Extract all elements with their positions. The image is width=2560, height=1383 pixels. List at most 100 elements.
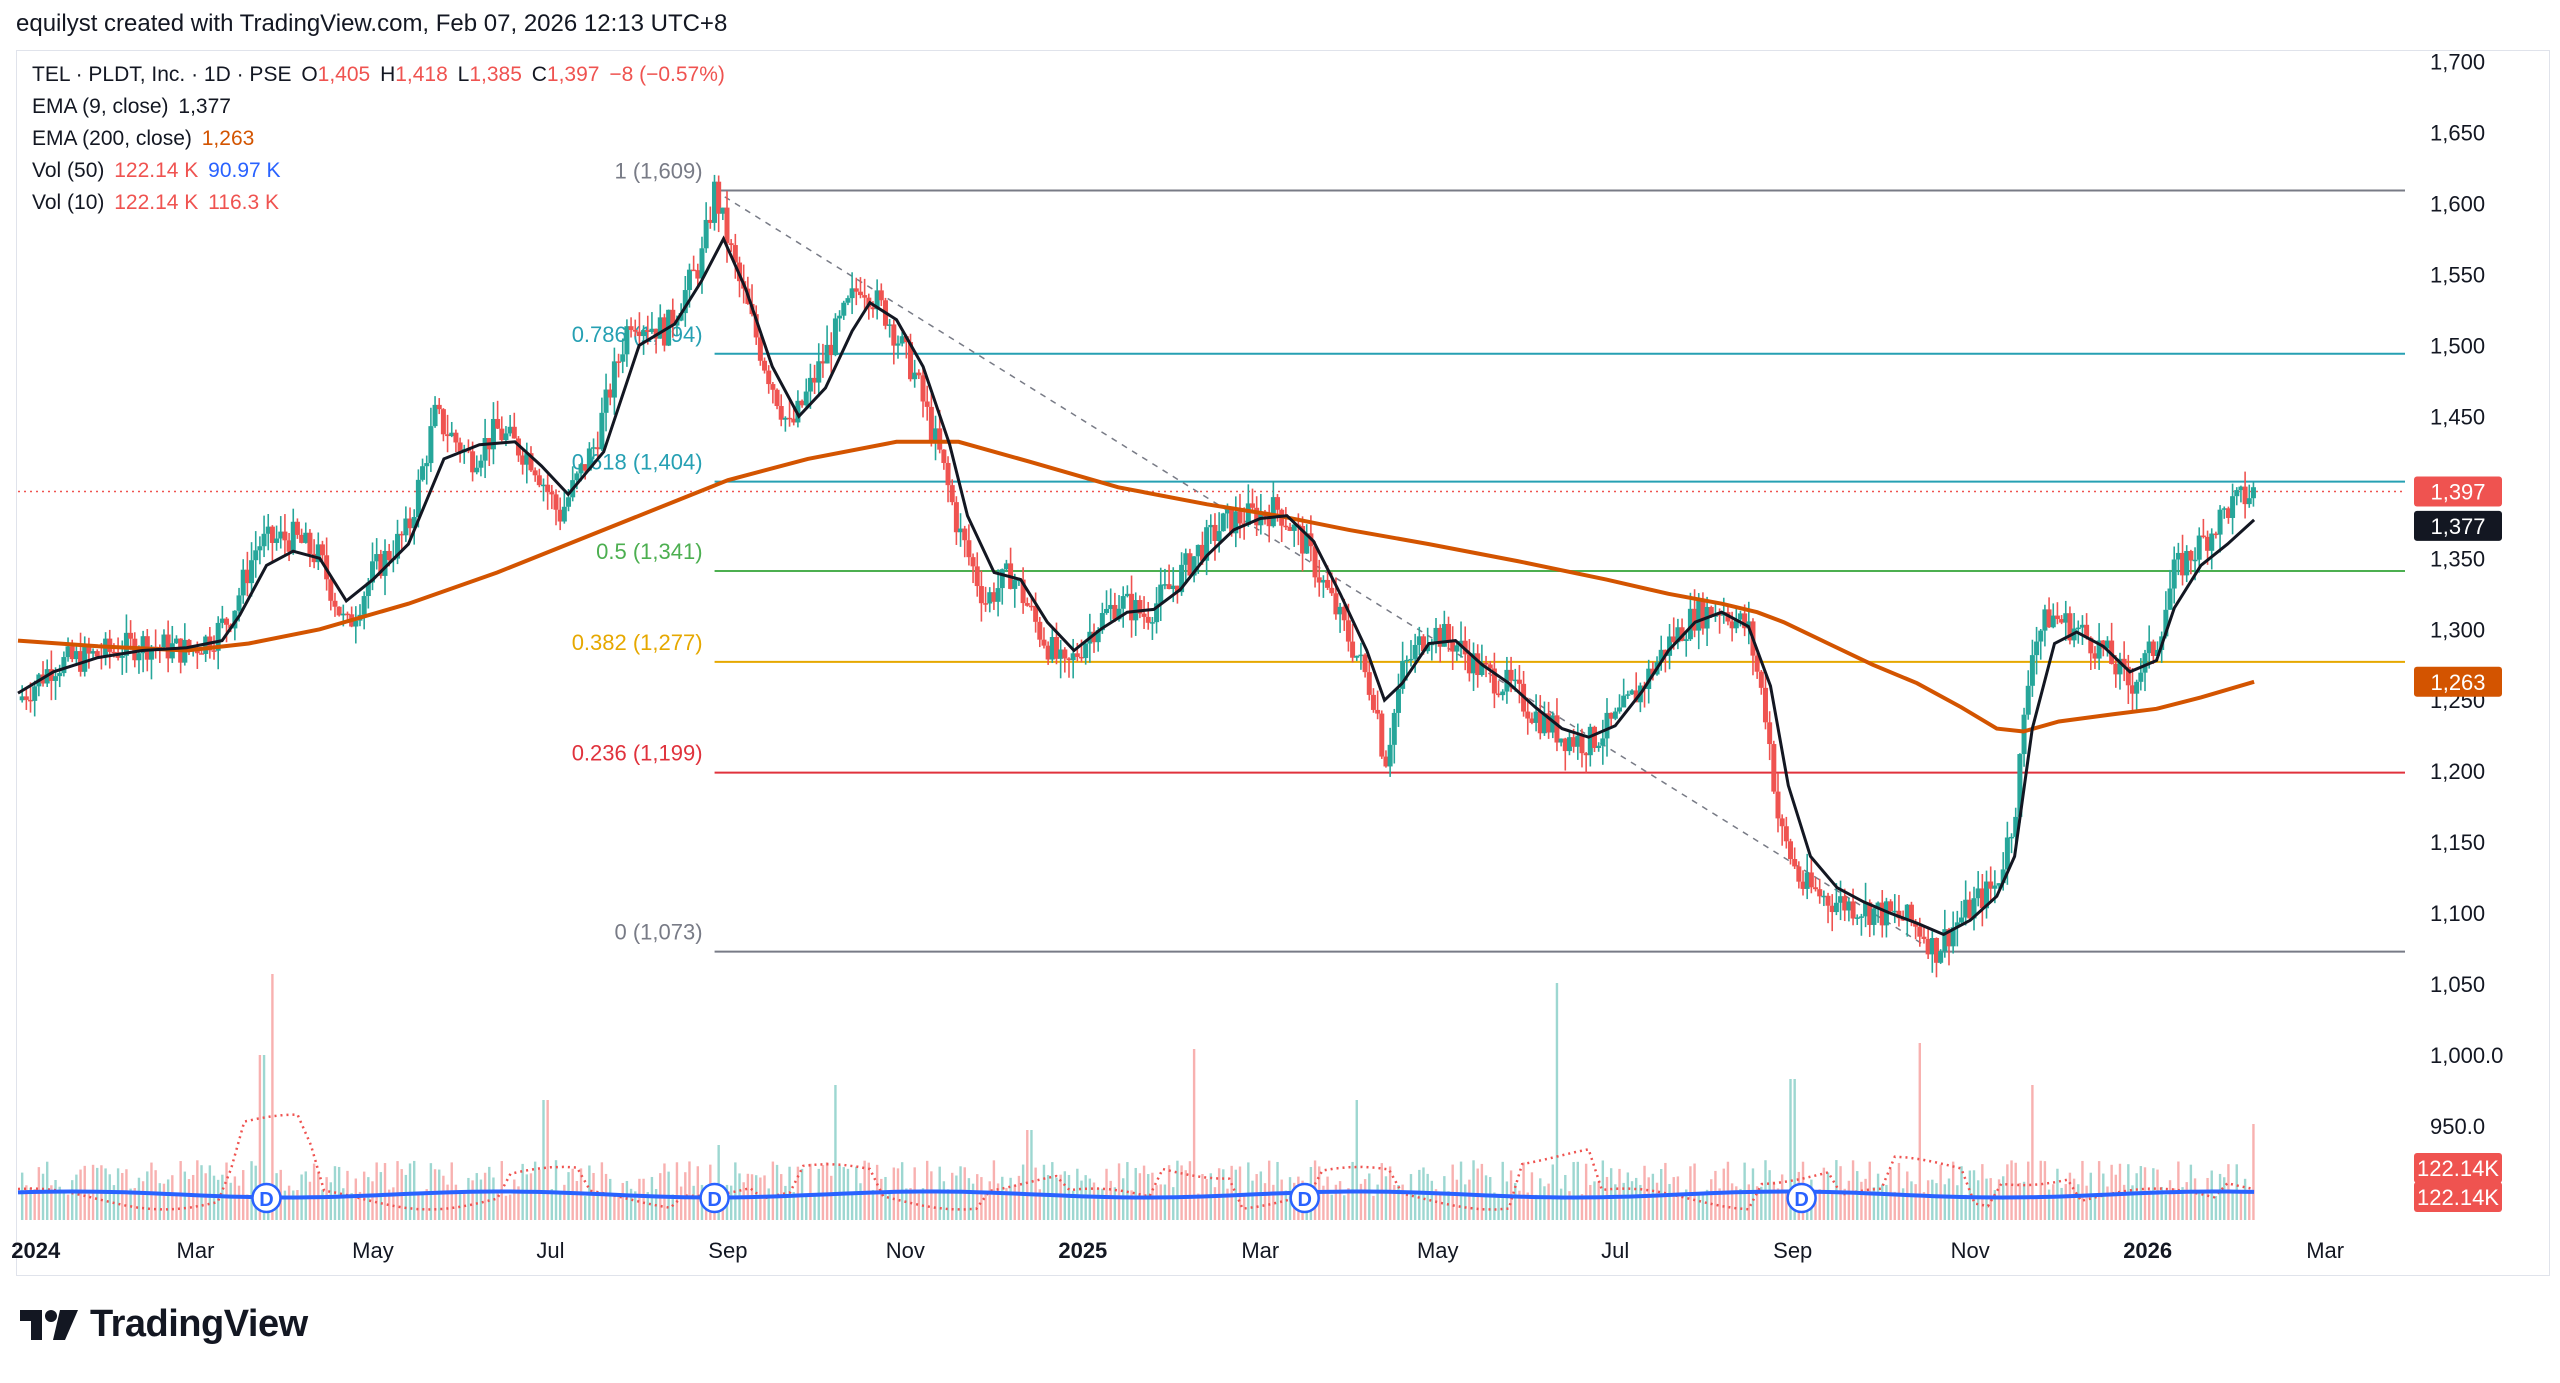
volume-bar: [2102, 1173, 2105, 1220]
volume-bar: [1522, 1162, 1525, 1220]
legend-vol50-row[interactable]: Vol (50) 122.14 K 90.97 K: [32, 159, 285, 183]
volume-bar: [1026, 1130, 1029, 1220]
candle-body: [1904, 904, 1910, 921]
candle-body: [845, 298, 851, 303]
candle-body: [1366, 672, 1372, 695]
volume-bar: [942, 1181, 946, 1220]
candle-body: [1779, 818, 1785, 827]
volume-bar: [408, 1163, 412, 1220]
fib-level-label: 0 (1,073): [615, 920, 703, 945]
candle-body: [1596, 745, 1602, 748]
candle-body: [816, 361, 822, 383]
candle-body: [1170, 585, 1176, 590]
candle-body: [1708, 606, 1714, 617]
volume-bar: [1159, 1184, 1162, 1220]
candle-body: [2096, 640, 2102, 659]
volume-bar: [1376, 1184, 1379, 1220]
volume-bar: [1009, 1177, 1012, 1220]
volume-bar: [1280, 1179, 1283, 1220]
dividend-marker[interactable]: D: [251, 1182, 282, 1214]
candle-body: [878, 290, 884, 301]
candle-body: [1028, 605, 1034, 608]
candle-body: [1370, 694, 1376, 710]
candle-body: [2000, 869, 2006, 884]
candle-body: [1066, 658, 1072, 661]
candle-body: [1270, 497, 1276, 527]
candle-body: [1174, 585, 1180, 593]
volume-bar: [79, 1169, 82, 1220]
candle-body: [1875, 902, 1881, 909]
legend-ema200-value: 1,263: [201, 127, 255, 150]
volume-bar: [1643, 1165, 1646, 1220]
candle-body: [440, 409, 446, 435]
candle-body: [649, 328, 655, 332]
candle-body: [1591, 726, 1597, 748]
volume-bar: [1559, 1188, 1563, 1220]
candle-body: [2054, 615, 2060, 620]
volume-bar: [2056, 1168, 2059, 1220]
candle-body: [1800, 881, 1806, 889]
candle-body: [670, 309, 676, 326]
volume-bar: [1668, 1183, 1671, 1220]
dividend-marker-label: D: [707, 1189, 721, 1211]
volume-bar: [1359, 1183, 1363, 1220]
volume-badge-a-text: 122.14K: [2417, 1156, 2499, 1181]
candle-body: [1379, 713, 1385, 757]
candle-body: [949, 485, 955, 503]
legend-ema200-row[interactable]: EMA (200, close) 1,263: [32, 127, 258, 151]
legend-symbol[interactable]: TEL · PLDT, Inc. · 1D · PSE: [32, 63, 292, 86]
candle-body: [2129, 685, 2135, 694]
candle-body: [1254, 507, 1260, 526]
candle-body: [1199, 544, 1205, 561]
candle-body: [766, 370, 772, 385]
candle-body: [1325, 579, 1331, 588]
legend-ema9-row[interactable]: EMA (9, close) 1,377: [32, 95, 235, 119]
candle-body: [353, 620, 359, 627]
volume-bar: [1163, 1184, 1167, 1220]
volume-bar: [1438, 1193, 1442, 1220]
candle-body: [962, 528, 968, 541]
candle-body: [824, 344, 830, 364]
candle-body: [1808, 872, 1814, 888]
volume-bar: [2027, 1161, 2030, 1220]
volume-bar: [696, 1166, 700, 1220]
tradingview-logo[interactable]: TradingView: [20, 1303, 308, 1346]
candle-body: [173, 638, 179, 644]
candle-body: [1508, 669, 1514, 681]
candle-body: [1675, 627, 1681, 643]
candle-body: [1804, 872, 1810, 889]
dividend-marker[interactable]: D: [699, 1182, 730, 1214]
volume-bar: [2214, 1195, 2218, 1220]
candle-body: [1600, 738, 1606, 746]
dividend-marker[interactable]: D: [1289, 1182, 1320, 1214]
candle-body: [1496, 693, 1502, 696]
candle-body: [2188, 550, 2194, 561]
volume-bar: [425, 1189, 428, 1220]
volume-bar: [1455, 1179, 1459, 1220]
candle-body: [1454, 645, 1460, 652]
dividend-marker-circle: [1289, 1182, 1320, 1214]
candle-body: [924, 401, 930, 407]
candle-body: [978, 586, 984, 604]
legend-ema9-label: EMA (9, close): [32, 95, 169, 118]
candle-body: [682, 290, 688, 314]
volume-bar: [1092, 1182, 1096, 1220]
volume-bar: [33, 1188, 36, 1220]
legend-vol10-row[interactable]: Vol (10) 122.14 K 116.3 K: [32, 191, 283, 215]
time-axis-tick: Sep: [1773, 1238, 1812, 1263]
candle-body: [336, 606, 342, 616]
volume-bar: [1547, 1183, 1550, 1220]
candle-body: [2059, 619, 2065, 623]
vol50-line: [17, 1189, 2255, 1200]
candle-body: [1053, 637, 1059, 659]
volume-bar: [1105, 1168, 1108, 1220]
volume-bar: [1113, 1187, 1117, 1220]
candle-body: [478, 460, 484, 468]
legend-close-label: C: [531, 63, 547, 86]
candle-body: [2121, 658, 2127, 667]
volume-bar: [584, 1195, 587, 1220]
candle-body: [1283, 525, 1289, 528]
volume-bar: [646, 1192, 649, 1220]
dividend-marker[interactable]: D: [1786, 1182, 1817, 1214]
